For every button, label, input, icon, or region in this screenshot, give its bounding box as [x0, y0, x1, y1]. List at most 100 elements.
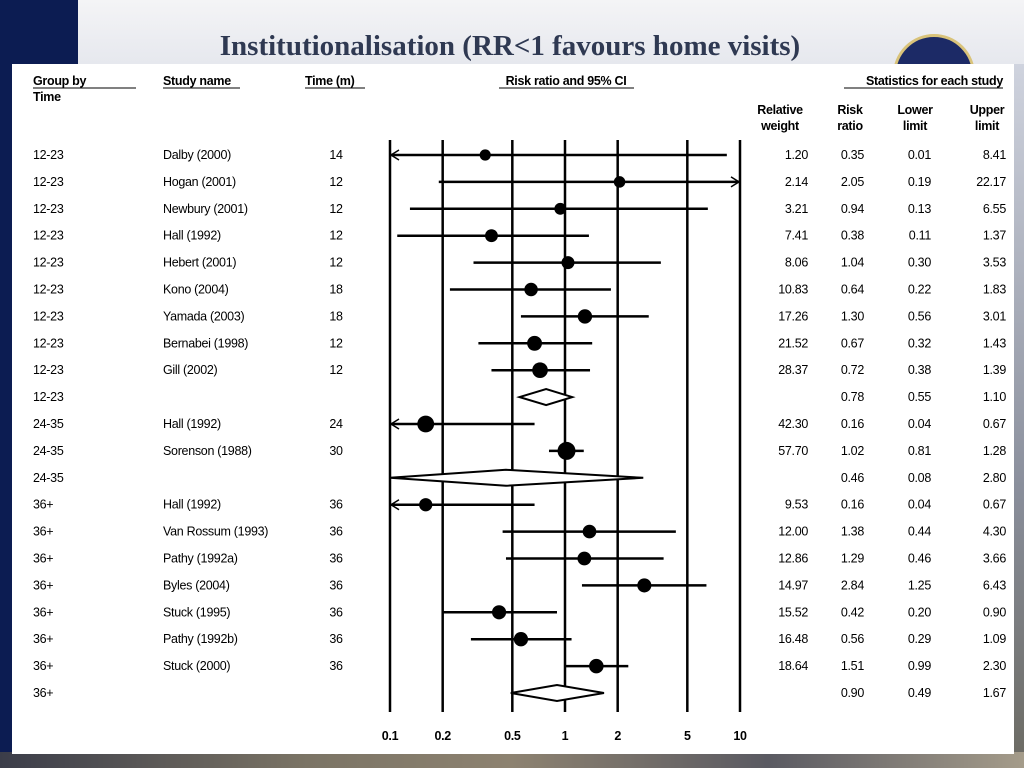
row-lower-limit: 1.25	[908, 578, 931, 592]
header-weight-line1: Relative	[757, 103, 803, 117]
row-lower-limit: 0.32	[908, 336, 931, 350]
row-study-name: Yamada (2003)	[163, 309, 244, 323]
point-estimate	[532, 362, 548, 379]
summary-diamond	[389, 468, 644, 487]
row-group-label: 36+	[33, 498, 53, 512]
point-estimate	[577, 309, 593, 324]
row-group-label: 24-35	[33, 471, 64, 485]
header-upper-line1: Upper	[970, 103, 1005, 117]
row-relative-weight: 57.70	[778, 444, 808, 458]
row-time: 12	[329, 202, 343, 216]
row-time: 36	[329, 578, 343, 592]
row-relative-weight: 10.83	[778, 283, 808, 297]
row-time: 24	[329, 417, 343, 431]
row-relative-weight: 15.52	[778, 605, 808, 619]
row-lower-limit: 0.38	[908, 363, 931, 377]
row-time: 18	[329, 283, 343, 297]
row-upper-limit: 3.01	[983, 309, 1006, 323]
row-relative-weight: 1.20	[785, 148, 808, 162]
row-lower-limit: 0.46	[908, 552, 931, 566]
row-study-name: Kono (2004)	[163, 283, 229, 297]
row-group-label: 36+	[33, 578, 53, 592]
row-upper-limit: 1.37	[983, 229, 1006, 243]
x-tick-label: 0.5	[504, 729, 521, 743]
point-estimate	[589, 658, 604, 674]
x-tick-label: 1	[562, 729, 569, 743]
row-relative-weight: 12.86	[778, 552, 808, 566]
row-upper-limit: 1.67	[983, 686, 1006, 700]
row-time: 36	[329, 632, 343, 646]
row-relative-weight: 16.48	[778, 632, 808, 646]
row-upper-limit: 22.17	[976, 175, 1006, 189]
point-estimate	[491, 605, 507, 620]
row-time: 12	[329, 256, 343, 270]
row-risk-ratio: 0.56	[841, 632, 864, 646]
row-study-name: Hogan (2001)	[163, 175, 236, 189]
row-relative-weight: 8.06	[785, 256, 808, 270]
row-risk-ratio: 1.04	[841, 256, 864, 270]
row-risk-ratio: 0.38	[841, 229, 864, 243]
point-estimate	[613, 176, 626, 188]
row-time: 36	[329, 605, 343, 619]
row-relative-weight: 21.52	[778, 336, 808, 350]
row-group-label: 12-23	[33, 363, 64, 377]
row-study-name: Van Rossum (1993)	[163, 525, 268, 539]
header-statistics: Statistics for each study	[866, 74, 1003, 88]
ci-left-arrow	[389, 418, 400, 430]
point-estimate	[479, 149, 491, 161]
row-time: 12	[329, 175, 343, 189]
row-study-name: Newbury (2001)	[163, 202, 248, 216]
row-risk-ratio: 1.38	[841, 525, 864, 539]
row-relative-weight: 12.00	[778, 525, 808, 539]
row-lower-limit: 0.01	[908, 148, 931, 162]
row-group-label: 36+	[33, 605, 53, 619]
x-tick-label: 0.2	[434, 729, 451, 743]
row-upper-limit: 2.80	[983, 471, 1006, 485]
slide-background-bottom	[0, 752, 1024, 768]
point-estimate	[577, 551, 592, 566]
header-lower-line2: limit	[903, 119, 928, 133]
row-lower-limit: 0.08	[908, 471, 931, 485]
point-estimate	[527, 335, 543, 351]
ci-right-arrow	[730, 176, 741, 188]
row-risk-ratio: 0.16	[841, 498, 864, 512]
row-group-label: 24-35	[33, 444, 64, 458]
row-lower-limit: 0.99	[908, 659, 931, 673]
row-time: 14	[329, 148, 343, 162]
row-study-name: Hall (1992)	[163, 229, 221, 243]
forest-plot: Group by Time Study name Time (m) Risk ratio…	[33, 74, 1007, 743]
header-group-by: Group by	[33, 74, 87, 88]
row-upper-limit: 0.90	[983, 605, 1006, 619]
row-risk-ratio: 0.46	[841, 471, 864, 485]
row-group-label: 24-35	[33, 417, 64, 431]
row-study-name: Stuck (2000)	[163, 659, 230, 673]
row-risk-ratio: 2.84	[841, 578, 864, 592]
row-group-label: 12-23	[33, 202, 64, 216]
row-lower-limit: 0.19	[908, 175, 931, 189]
row-study-name: Sorenson (1988)	[163, 444, 252, 458]
row-risk-ratio: 0.72	[841, 363, 864, 377]
row-upper-limit: 1.28	[983, 444, 1006, 458]
row-time: 12	[329, 336, 343, 350]
header-rr-line2: ratio	[837, 119, 863, 133]
row-group-label: 12-23	[33, 309, 64, 323]
row-upper-limit: 6.43	[983, 578, 1006, 592]
summary-diamond	[516, 388, 576, 407]
row-study-name: Hall (1992)	[163, 498, 221, 512]
row-upper-limit: 6.55	[983, 202, 1006, 216]
slide-title: Institutionalisation (RR<1 favours home …	[219, 30, 801, 62]
row-group-label: 12-23	[33, 336, 64, 350]
row-time: 12	[329, 229, 343, 243]
row-risk-ratio: 0.67	[841, 336, 864, 350]
row-group-label: 12-23	[33, 229, 64, 243]
row-study-name: Stuck (1995)	[163, 605, 230, 619]
point-estimate	[637, 578, 652, 593]
row-upper-limit: 3.53	[983, 256, 1006, 270]
point-estimate	[417, 415, 435, 433]
row-risk-ratio: 0.64	[841, 283, 864, 297]
row-study-name: Bernabei (1998)	[163, 336, 248, 350]
x-tick-label: 5	[684, 729, 691, 743]
row-lower-limit: 0.11	[909, 229, 932, 243]
row-risk-ratio: 0.78	[841, 390, 864, 404]
row-lower-limit: 0.56	[908, 309, 931, 323]
